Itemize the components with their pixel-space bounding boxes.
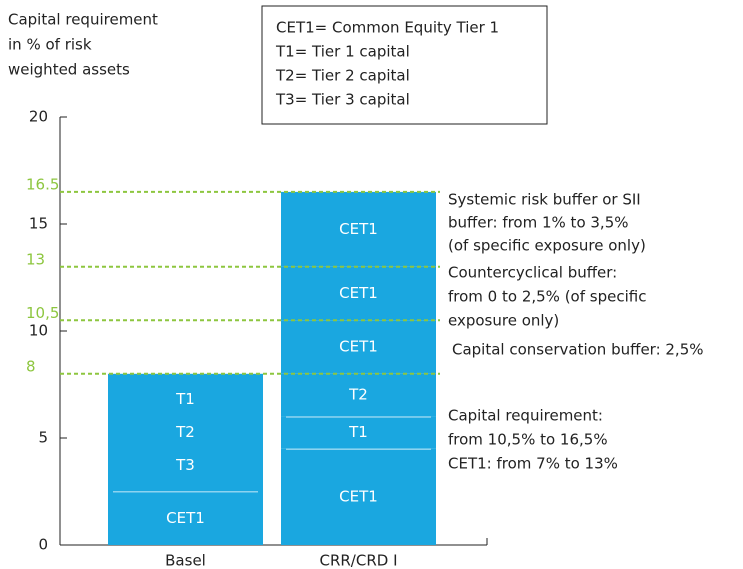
segment-label: T3 <box>175 456 195 474</box>
bar-segment <box>281 373 436 417</box>
bar-segment <box>281 266 436 321</box>
ref-line-label: 16.5 <box>26 175 59 193</box>
y-tick-label: 0 <box>38 536 48 554</box>
legend-text: T3= Tier 3 capital <box>275 91 410 109</box>
bar-segment <box>281 448 436 545</box>
x-tick-label: Basel <box>165 552 206 569</box>
segment-label: CET1 <box>166 509 205 527</box>
annotation: from 0 to 2,5% (of specific <box>448 288 646 306</box>
segment-label: CET1 <box>339 487 378 505</box>
y-axis-label: weighted assets <box>8 61 130 79</box>
y-tick-label: 15 <box>29 215 48 233</box>
ref-line-label: 10,5 <box>26 304 59 322</box>
segment-label: CET1 <box>339 220 378 238</box>
annotation: CET1: from 7% to 13% <box>448 455 618 473</box>
annotation: buffer: from 1% to 3,5% <box>448 214 629 232</box>
segment-label: T1 <box>348 423 368 441</box>
y-axis-label: in % of risk <box>8 36 92 54</box>
annotation: from 10,5% to 16,5% <box>448 431 608 449</box>
annotation: (of specific exposure only) <box>448 237 646 255</box>
legend-text: T2= Tier 2 capital <box>275 67 410 85</box>
ref-line-label: 13 <box>26 250 45 268</box>
segment-label: CET1 <box>339 338 378 356</box>
y-tick-label: 20 <box>29 108 48 126</box>
bar-segment <box>108 373 263 492</box>
segment-label: T2 <box>348 386 368 404</box>
x-tick-label: CRR/CRD I <box>319 552 397 569</box>
annotation: exposure only) <box>448 312 559 330</box>
legend-text: CET1= Common Equity Tier 1 <box>276 19 499 37</box>
bar-segment <box>108 491 263 545</box>
annotation: Systemic risk buffer or SII <box>448 191 641 209</box>
annotation: Countercyclical buffer: <box>448 264 617 282</box>
annotation: Capital conservation buffer: 2,5% <box>452 341 704 359</box>
legend-box <box>261 5 548 125</box>
bar-segment <box>281 191 436 267</box>
y-tick-label: 5 <box>38 429 48 447</box>
annotation: Capital requirement: <box>448 407 603 425</box>
segment-label: CET1 <box>339 284 378 302</box>
bar-segment <box>281 416 436 449</box>
ref-line-label: 8 <box>26 357 36 375</box>
y-axis-label: Capital requirement <box>8 11 158 29</box>
y-tick-label: 10 <box>29 322 48 340</box>
segment-label: T2 <box>175 423 195 441</box>
legend-text: T1= Tier 1 capital <box>275 43 410 61</box>
bar-segment <box>281 320 436 374</box>
segment-label: T1 <box>175 390 195 408</box>
